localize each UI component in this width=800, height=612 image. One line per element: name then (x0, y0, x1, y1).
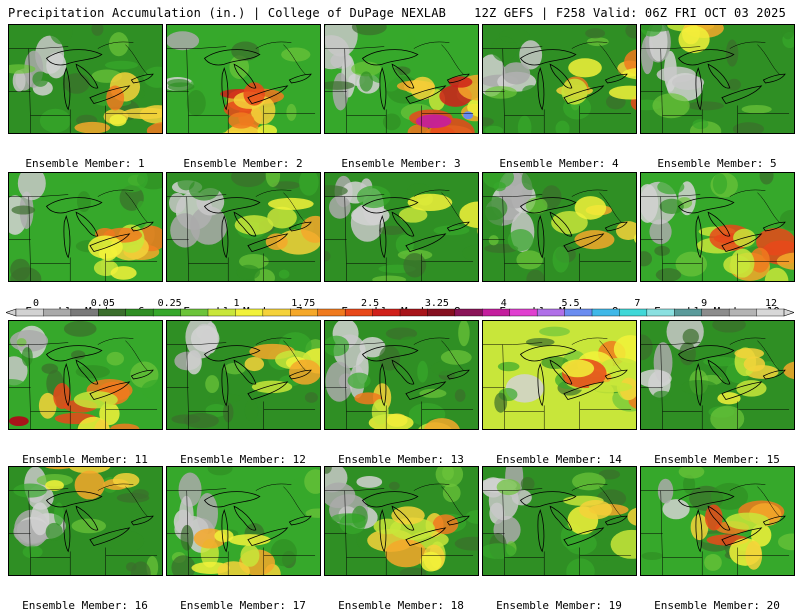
colorbar-swatch (701, 308, 730, 317)
ensemble-map-13 (324, 320, 479, 430)
colorbar-swatch (98, 308, 127, 317)
ensemble-map-14 (482, 320, 637, 430)
colorbar-swatch (43, 308, 72, 317)
colorbar-swatch (674, 308, 703, 317)
colorbar-swatch (15, 308, 44, 317)
colorbar-swatch (399, 308, 428, 317)
colorbar-swatch (591, 308, 620, 317)
colorbar-swatch (70, 308, 99, 317)
ensemble-map-17 (166, 466, 321, 576)
colorbar-swatch (317, 308, 346, 317)
ensemble-map-10 (640, 172, 795, 282)
colorbar-swatch (482, 308, 511, 317)
colorbar-tick-label: 0.25 (158, 298, 182, 309)
colorbar-swatch (372, 308, 401, 317)
run-valid-time: 12Z GEFS | F258 Valid: 06Z FRI OCT 03 20… (474, 6, 786, 20)
ensemble-member-label: Ensemble Member: 17 (180, 599, 306, 612)
ensemble-member-label: Ensemble Member: 5 (657, 157, 777, 170)
ensemble-map-9 (482, 172, 637, 282)
colorbar-tick-label: 5.5 (562, 298, 580, 309)
ensemble-member-label: Ensemble Member: 11 (22, 453, 148, 466)
colorbar-tick-label: 0.05 (91, 298, 115, 309)
colorbar-tick-label: 12 (765, 298, 777, 309)
colorbar-swatch (536, 308, 566, 317)
colorbar-swatch (756, 308, 785, 317)
ensemble-map-16 (8, 466, 163, 576)
ensemble-map-8 (324, 172, 479, 282)
colorbar-swatch (509, 308, 538, 317)
ensemble-map-4 (482, 24, 637, 134)
colorbar-tick-label: 0 (33, 298, 39, 309)
map-title: Precipitation Accumulation (in.) | Colle… (8, 6, 447, 20)
colorbar-swatch (125, 308, 154, 317)
ensemble-map-1 (8, 24, 163, 134)
colorbar-tick-label: 3.25 (425, 298, 449, 309)
ensemble-map-2 (166, 24, 321, 134)
colorbar-swatch (152, 308, 182, 317)
ensemble-member-label: Ensemble Member: 1 (25, 157, 145, 170)
ensemble-member-label: Ensemble Member: 2 (183, 157, 303, 170)
ensemble-member-label: Ensemble Member: 16 (22, 599, 148, 612)
ensemble-map-15 (640, 320, 795, 430)
ensemble-map-3 (324, 24, 479, 134)
colorbar-tick-label: 1 (233, 298, 239, 309)
colorbar-tick-label: 7 (634, 298, 640, 309)
ensemble-member-label: Ensemble Member: 14 (496, 453, 622, 466)
ensemble-member-label: Ensemble Member: 15 (654, 453, 780, 466)
colorbar-swatch (207, 308, 236, 317)
colorbar-swatch (235, 308, 264, 317)
ensemble-member-label: Ensemble Member: 20 (654, 599, 780, 612)
colorbar-swatch (290, 308, 319, 317)
ensemble-map-18 (324, 466, 479, 576)
colorbar-swatch (262, 308, 291, 317)
colorbar-swatch (619, 308, 648, 317)
ensemble-map-20 (640, 466, 795, 576)
ensemble-member-label: Ensemble Member: 13 (338, 453, 464, 466)
colorbar-swatch (427, 308, 456, 317)
ensemble-map-11 (8, 320, 163, 430)
colorbar-tick-label: 1.75 (291, 298, 315, 309)
ensemble-member-label: Ensemble Member: 3 (341, 157, 461, 170)
ensemble-map-19 (482, 466, 637, 576)
ensemble-map-12 (166, 320, 321, 430)
ensemble-member-label: Ensemble Member: 4 (499, 157, 619, 170)
colorbar-swatch (180, 308, 209, 317)
colorbar-tick-label: 9 (701, 298, 707, 309)
ensemble-map-7 (166, 172, 321, 282)
ensemble-map-5 (640, 24, 795, 134)
colorbar-tick-label: 4 (501, 298, 507, 309)
colorbar-swatch (454, 308, 483, 317)
ensemble-member-label: Ensemble Member: 19 (496, 599, 622, 612)
ensemble-member-label: Ensemble Member: 12 (180, 453, 306, 466)
colorbar-swatch (646, 308, 675, 317)
precip-colorbar: 0 0.05 0.25 1 1.75 2.5 3.25 4 5.5 7 9 12 (6, 298, 794, 320)
ensemble-member-label: Ensemble Member: 18 (338, 599, 464, 612)
ensemble-map-6 (8, 172, 163, 282)
colorbar-swatch (564, 308, 593, 317)
colorbar-tick-label: 2.5 (361, 298, 379, 309)
colorbar-swatch (728, 308, 758, 317)
colorbar-swatch (344, 308, 374, 317)
